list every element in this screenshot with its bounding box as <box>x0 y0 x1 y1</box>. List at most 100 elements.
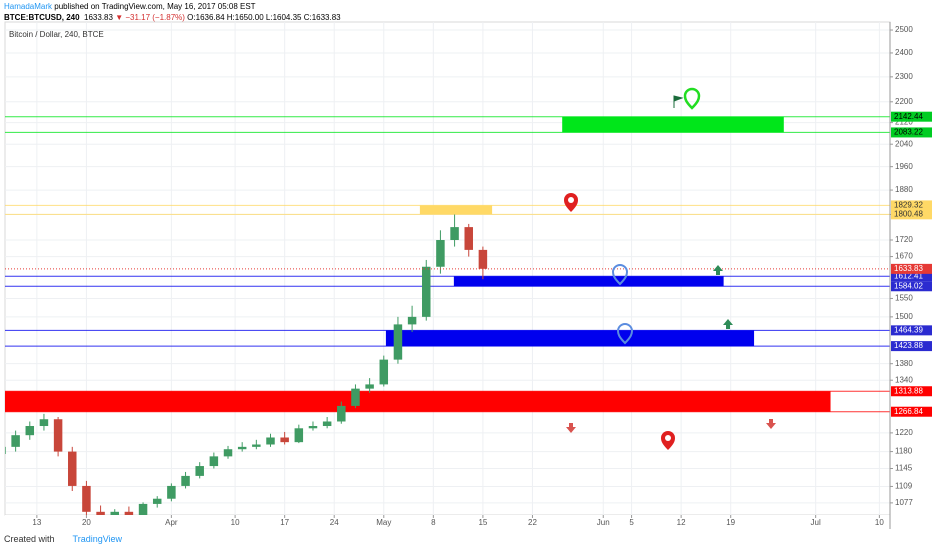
chart: 2500240023002200212020401960188018001720… <box>4 21 932 529</box>
ohlc: O:1636.84 H:1650.00 L:1604.35 C:1633.83 <box>187 13 341 22</box>
brand[interactable]: TradingView <box>72 534 123 544</box>
y-tick-label: 2300 <box>895 72 913 81</box>
price-label: 1584.02 <box>894 281 923 290</box>
candle-body <box>351 388 360 406</box>
pin-blue <box>616 323 634 345</box>
candle-body <box>407 316 417 325</box>
candle-body <box>181 475 190 486</box>
x-tick-label: Apr <box>165 518 178 527</box>
price-label-bg <box>891 271 932 282</box>
price-label: 1313.88 <box>894 386 923 395</box>
price-label: 1464.39 <box>894 325 923 334</box>
price-label-bg <box>891 127 932 138</box>
zone <box>5 391 831 412</box>
price-label: 1800.48 <box>894 209 923 218</box>
price-label-bg <box>891 111 932 122</box>
symbol-line: BTCE:BTCUSD, 240 1633.83 ▼ −31.17 (−1.87… <box>4 12 341 23</box>
y-tick-label: 1180 <box>895 447 913 456</box>
axes: 2500240023002200212020401960188018001720… <box>32 25 932 527</box>
zone <box>562 116 784 133</box>
candles <box>5 214 890 515</box>
pin-blue <box>611 264 629 286</box>
price-label-bg <box>891 200 932 211</box>
candle-body <box>393 324 403 360</box>
y-tick-label: 1220 <box>895 428 913 437</box>
candle-body <box>110 511 119 515</box>
published: published on TradingView.com, May 16, 20… <box>54 2 256 11</box>
arrow-down <box>566 423 576 433</box>
candle-body <box>152 498 162 504</box>
candle-body <box>223 449 233 457</box>
price-label: 1633.83 <box>894 264 923 273</box>
x-tick-label: 8 <box>431 518 436 527</box>
y-tick-label: 1670 <box>895 252 913 261</box>
price-label: 1423.88 <box>894 341 923 350</box>
x-tick-label: 17 <box>280 518 289 527</box>
y-tick-label: 1500 <box>895 312 913 321</box>
y-tick-label: 2200 <box>895 97 913 106</box>
candle-body <box>195 466 204 476</box>
candle-body <box>138 503 148 515</box>
candle-body <box>322 421 332 427</box>
footer: Created with TradingView <box>4 534 122 544</box>
x-tick-label: 10 <box>875 518 884 527</box>
arrow-down <box>766 419 776 429</box>
candle-body <box>450 227 459 241</box>
pin-green <box>683 87 701 110</box>
arrow-up <box>713 265 723 275</box>
created: Created with <box>4 534 55 544</box>
x-tick-label: 24 <box>330 518 339 527</box>
price-label: 1266.84 <box>894 407 923 416</box>
y-tick-label: 1340 <box>895 375 913 384</box>
candle-body <box>11 435 20 447</box>
author[interactable]: HamadaMark <box>4 2 53 11</box>
price-label-bg <box>891 281 932 292</box>
x-tick-label: 10 <box>231 518 240 527</box>
candle-body <box>294 428 304 443</box>
y-tick-label: 1109 <box>895 482 913 491</box>
price-label: 2142.44 <box>894 112 923 121</box>
candle-body <box>266 437 275 445</box>
price-label-bg <box>891 386 932 397</box>
candle-body <box>39 419 49 427</box>
price-label-bg <box>891 209 932 220</box>
price: 1633.83 <box>84 13 113 22</box>
y-tick-label: 2120 <box>895 118 913 127</box>
chart-title: Bitcoin / Dollar, 240, BTCE <box>9 30 104 39</box>
price-label-bg <box>891 341 932 352</box>
zone <box>385 330 755 347</box>
price-label: 2083.22 <box>894 128 923 137</box>
candle-body <box>308 426 318 429</box>
y-tick-label: 1145 <box>895 464 913 473</box>
x-tick-label: 20 <box>82 518 91 527</box>
candle-body <box>464 227 473 250</box>
candle-body <box>379 359 389 385</box>
x-tick-label: 12 <box>677 518 686 527</box>
x-axis-strip <box>5 515 890 529</box>
x-tick-label: Jul <box>811 518 821 527</box>
zone <box>453 276 724 287</box>
candle-body <box>82 485 91 512</box>
candle-body <box>53 419 63 452</box>
change: ▼ −31.17 (−1.87%) <box>115 13 185 22</box>
candle-body <box>25 426 35 436</box>
x-tick-label: May <box>376 518 391 527</box>
x-tick-label: 5 <box>629 518 634 527</box>
candle-body <box>209 456 219 467</box>
candle-body <box>422 266 431 317</box>
y-tick-label: 2400 <box>895 48 913 57</box>
candle-body <box>5 446 6 454</box>
candle-body <box>365 384 374 389</box>
flag <box>673 95 684 108</box>
y-tick-label: 1380 <box>895 359 913 368</box>
publish-line: HamadaMark published on TradingView.com,… <box>4 1 341 12</box>
candle-body <box>68 451 77 486</box>
x-tick-label: 22 <box>528 518 537 527</box>
y-tick-label: 1550 <box>895 294 913 303</box>
x-tick-label: 13 <box>32 518 41 527</box>
price-label-bg <box>891 325 932 336</box>
y-tick-label: 1077 <box>895 498 913 507</box>
candle-body <box>124 511 134 515</box>
price-label-bg <box>891 263 932 274</box>
